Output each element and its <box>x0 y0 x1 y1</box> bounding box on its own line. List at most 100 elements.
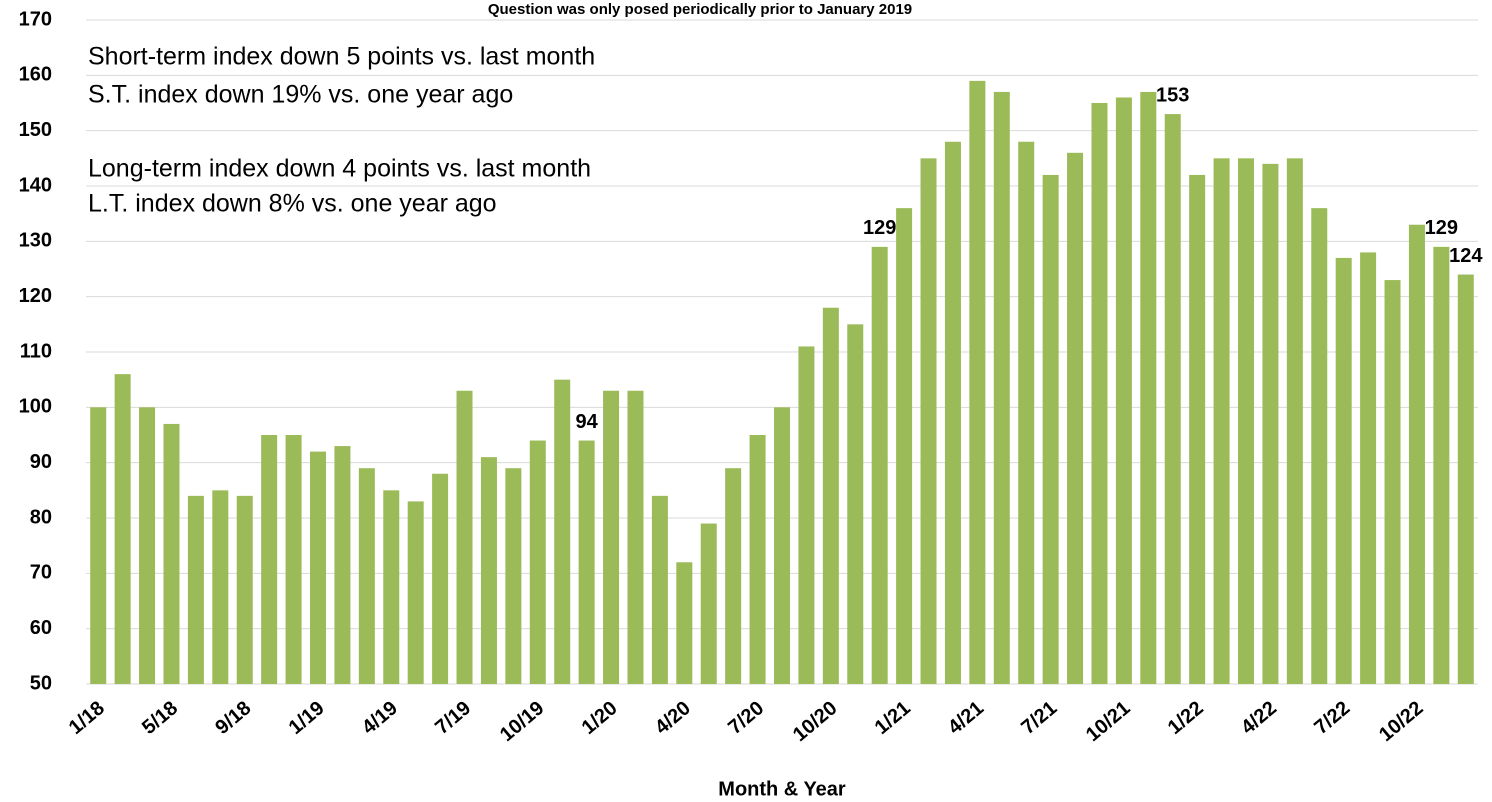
y-tick-label: 70 <box>30 562 52 584</box>
bar <box>530 441 546 684</box>
bar <box>383 490 399 684</box>
annotation: Short-term index down 5 points vs. last … <box>88 43 595 71</box>
bar <box>798 346 814 684</box>
x-tick-label: 10/19 <box>496 697 548 746</box>
x-tick-label: 9/18 <box>211 697 255 739</box>
x-tick-label: 1/20 <box>578 697 622 739</box>
bar <box>1018 142 1034 684</box>
bar <box>237 496 253 684</box>
bar <box>603 391 619 684</box>
bar <box>1043 175 1059 684</box>
bar <box>261 435 277 684</box>
bar <box>652 496 668 684</box>
bar <box>432 474 448 684</box>
x-tick-label: 7/22 <box>1310 697 1354 739</box>
bar <box>481 457 497 684</box>
bar <box>1433 247 1449 684</box>
chart: Question was only posed periodically pri… <box>0 0 1492 802</box>
y-tick-label: 50 <box>30 672 52 694</box>
x-tick-label: 5/18 <box>138 697 182 739</box>
bar <box>1189 175 1205 684</box>
annotation: Long-term index down 4 points vs. last m… <box>88 155 591 183</box>
bar <box>1262 164 1278 684</box>
bar <box>286 435 302 684</box>
bar <box>774 407 790 684</box>
y-tick-label: 100 <box>19 396 52 418</box>
bar <box>1116 97 1132 684</box>
bar <box>212 490 228 684</box>
data-label: 124 <box>1449 245 1483 267</box>
bar <box>115 374 131 684</box>
bar <box>1360 252 1376 684</box>
bar <box>90 407 106 684</box>
x-tick-label: 4/20 <box>651 697 695 739</box>
bar <box>1336 258 1352 684</box>
bar <box>1458 275 1474 684</box>
x-tick-label: 1/21 <box>871 697 915 739</box>
x-axis-label: Month & Year <box>718 778 846 800</box>
bar <box>627 391 643 684</box>
bar <box>579 441 595 684</box>
bar <box>1287 158 1303 684</box>
bar <box>139 407 155 684</box>
bar <box>505 468 521 684</box>
bar <box>1214 158 1230 684</box>
x-tick-label: 1/19 <box>285 697 329 739</box>
bar <box>701 524 717 684</box>
bar <box>969 81 985 684</box>
x-tick-label: 7/21 <box>1017 697 1061 739</box>
x-tick-label: 7/19 <box>431 697 475 739</box>
x-tick-label: 4/21 <box>944 697 988 739</box>
bar <box>1385 280 1401 684</box>
bar <box>847 324 863 684</box>
data-label: 94 <box>576 411 599 433</box>
x-tick-label: 10/21 <box>1082 697 1134 746</box>
x-tick-label: 4/22 <box>1237 697 1281 739</box>
x-tick-label: 10/20 <box>789 697 841 746</box>
y-tick-label: 170 <box>19 8 52 30</box>
data-label: 153 <box>1156 84 1189 106</box>
bar <box>921 158 937 684</box>
bar <box>1091 103 1107 684</box>
bar <box>945 142 961 684</box>
y-tick-label: 130 <box>19 230 52 252</box>
x-tick-label: 1/22 <box>1164 697 1208 739</box>
x-tick-label: 10/22 <box>1375 697 1427 746</box>
bar <box>457 391 473 684</box>
bar <box>334 446 350 684</box>
bar <box>1140 92 1156 684</box>
y-tick-label: 140 <box>19 174 52 196</box>
bar <box>554 380 570 684</box>
bar <box>725 468 741 684</box>
bar <box>994 92 1010 684</box>
bar <box>1409 225 1425 684</box>
y-tick-label: 120 <box>19 285 52 307</box>
bar <box>408 501 424 684</box>
x-tick-label: 1/18 <box>65 697 109 739</box>
annotation: S.T. index down 19% vs. one year ago <box>88 81 513 109</box>
y-tick-label: 60 <box>30 617 52 639</box>
bar <box>188 496 204 684</box>
bar <box>1238 158 1254 684</box>
x-tick-label: 7/20 <box>724 697 768 739</box>
bar <box>359 468 375 684</box>
bar <box>1165 114 1181 684</box>
y-tick-label: 160 <box>19 64 52 86</box>
bar <box>823 308 839 684</box>
bar <box>872 247 888 684</box>
y-tick-label: 80 <box>30 506 52 528</box>
bar <box>310 452 326 684</box>
y-tick-label: 150 <box>19 119 52 141</box>
bar <box>163 424 179 684</box>
y-tick-label: 90 <box>30 451 52 473</box>
bar <box>750 435 766 684</box>
bar <box>896 208 912 684</box>
y-tick-label: 110 <box>20 340 52 362</box>
annotation: L.T. index down 8% vs. one year ago <box>88 190 497 218</box>
bar <box>1067 153 1083 684</box>
data-label: 129 <box>1425 217 1458 239</box>
bar <box>1311 208 1327 684</box>
data-label: 129 <box>863 217 896 239</box>
chart-subtitle: Question was only posed periodically pri… <box>488 1 912 18</box>
x-tick-label: 4/19 <box>358 697 402 739</box>
